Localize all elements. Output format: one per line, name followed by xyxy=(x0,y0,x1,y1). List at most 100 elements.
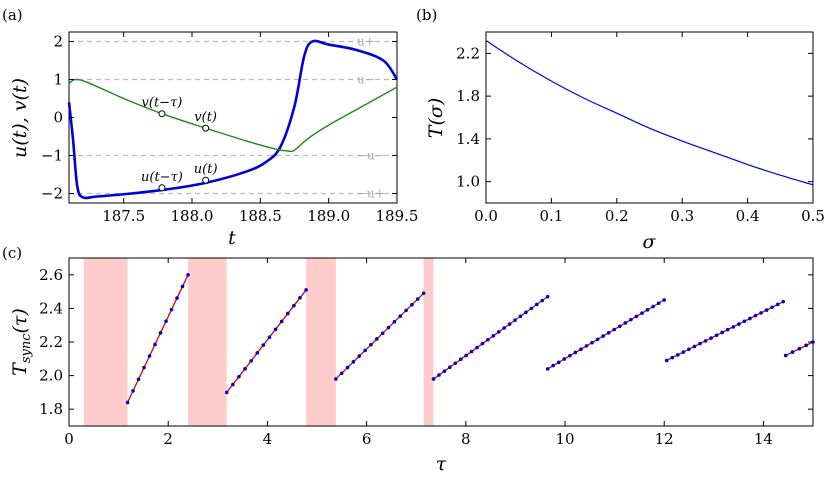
data-point xyxy=(783,353,788,358)
y-axis-label-c-arg: (τ) xyxy=(9,308,31,333)
data-point xyxy=(568,353,572,358)
axis-1-xtick-label: 0.4 xyxy=(736,207,760,225)
data-point xyxy=(279,319,284,324)
data-point xyxy=(629,317,633,322)
data-point xyxy=(298,296,302,300)
data-point xyxy=(491,334,496,338)
panel-label-a: (a) xyxy=(2,6,23,24)
data-point xyxy=(186,273,190,277)
data-point xyxy=(612,327,617,332)
data-point xyxy=(720,330,724,335)
axis-0-xtick-label: 188.5 xyxy=(239,207,282,225)
data-point xyxy=(480,341,485,346)
data-point xyxy=(804,343,808,348)
data-point xyxy=(545,294,550,299)
data-point xyxy=(579,347,583,352)
data-point xyxy=(431,377,436,381)
axis-2-ytick-label: 2.4 xyxy=(39,299,63,317)
data-point xyxy=(651,304,655,309)
annotation-marker xyxy=(158,184,166,192)
data-point xyxy=(345,365,350,370)
reference-line-label: u+ xyxy=(357,35,375,49)
annotation-label: u(t) xyxy=(194,162,218,177)
axes-frame-a xyxy=(68,31,398,204)
axis-2-xtick-label: 0 xyxy=(64,430,74,448)
data-point xyxy=(398,314,403,318)
data-point xyxy=(709,336,713,340)
axis-2-ytick-label: 2.6 xyxy=(39,266,63,284)
data-point xyxy=(687,347,691,352)
data-point xyxy=(415,297,420,301)
y-axis-label-c-subscript: sync xyxy=(19,333,34,363)
axis-2-ytick-label: 2.2 xyxy=(39,333,63,351)
reference-lines: u+ u− −u− −u+ xyxy=(69,35,397,201)
shaded-interval xyxy=(306,258,336,426)
y-axis-label-a: u(t), v(t) xyxy=(9,78,31,158)
x-axis-label-a: t xyxy=(228,227,236,249)
data-point xyxy=(518,314,523,319)
data-point xyxy=(623,321,628,325)
axis-ticks-a: 187.5 188.0 188.5 189.0 189.5 −2 −1 0 1 2 xyxy=(41,32,418,225)
data-point xyxy=(304,288,308,292)
axis-2-xtick-label: 8 xyxy=(461,430,471,448)
data-point xyxy=(601,334,605,338)
data-point xyxy=(369,342,373,347)
axis-0-xtick-label: 189.0 xyxy=(307,207,350,225)
branch-line xyxy=(335,292,425,380)
data-point xyxy=(243,366,247,371)
axes-frame-b xyxy=(485,31,814,204)
shaded-interval xyxy=(83,258,128,426)
data-point xyxy=(670,355,675,360)
data-point xyxy=(357,354,362,358)
data-point xyxy=(748,316,752,321)
annotation-label: v(t) xyxy=(194,110,217,125)
data-point xyxy=(339,371,344,376)
panel-a: (a) u+ u− −u− −u+ v(t−τ) v(t) u(t−τ) u(t) 187.… xyxy=(2,6,418,249)
data-point xyxy=(164,319,168,324)
x-axis-label-b: σ xyxy=(643,231,657,253)
data-point xyxy=(656,301,661,306)
data-point xyxy=(595,337,600,342)
data-point xyxy=(725,327,730,332)
data-point xyxy=(540,298,545,303)
data-point xyxy=(442,369,447,373)
data-point xyxy=(147,354,152,358)
data-point xyxy=(261,343,266,347)
x-axis-label-c: τ xyxy=(436,453,447,475)
data-point xyxy=(125,400,130,405)
axis-0-xtick-label: 188.0 xyxy=(171,207,214,225)
data-point xyxy=(410,302,414,307)
axis-0-ytick-label: −1 xyxy=(41,147,63,165)
data-point xyxy=(334,377,338,381)
data-point xyxy=(590,340,594,345)
reference-line-label: u− xyxy=(357,73,375,87)
data-point xyxy=(136,377,141,382)
data-point xyxy=(502,326,506,330)
reference-line-label: −u− xyxy=(357,149,385,163)
series-lines-a xyxy=(67,39,399,200)
axis-0-ytick-label: −2 xyxy=(41,185,63,203)
y-axis-label-b: T(σ) xyxy=(425,98,447,138)
data-point xyxy=(507,322,512,326)
axis-1-xtick-label: 0.1 xyxy=(539,207,563,225)
axis-1-ytick-label: 2.2 xyxy=(456,44,480,62)
axes-frame-c xyxy=(68,257,814,427)
axis-1-ytick-label: 1.0 xyxy=(456,173,480,191)
data-point xyxy=(742,319,747,324)
data-point xyxy=(731,325,736,329)
data-point xyxy=(458,357,463,362)
axis-1-xtick-label: 0.2 xyxy=(605,207,629,225)
data-point xyxy=(640,311,644,315)
data-point xyxy=(231,382,235,387)
data-point xyxy=(551,363,555,368)
data-point xyxy=(737,322,741,326)
data-point xyxy=(770,305,774,310)
panel-label-c: (c) xyxy=(2,244,22,262)
data-point xyxy=(453,361,458,366)
scatter-points xyxy=(125,273,815,405)
y-axis-label-c: Tsync(τ) xyxy=(9,308,34,376)
data-point xyxy=(606,331,611,335)
annotation-label: u(t−τ) xyxy=(141,170,183,185)
data-point xyxy=(573,350,578,355)
axis-2-xtick-label: 14 xyxy=(754,430,773,448)
